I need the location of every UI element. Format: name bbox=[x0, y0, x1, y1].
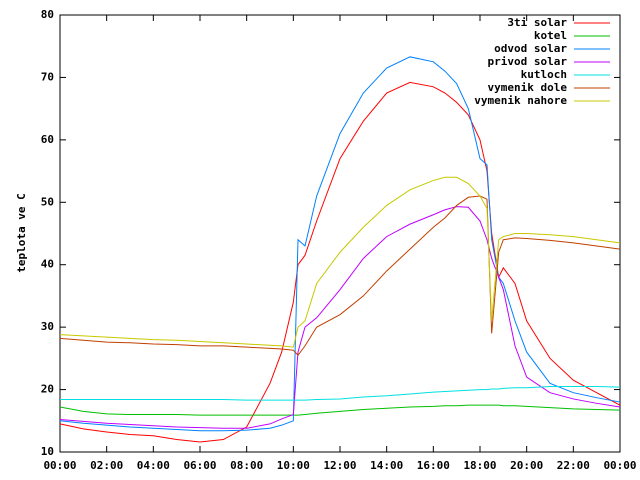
legend-label: kotel bbox=[534, 29, 567, 42]
y-tick-label: 10 bbox=[41, 445, 54, 458]
legend-label: privod solar bbox=[488, 55, 568, 68]
y-tick-label: 60 bbox=[41, 133, 54, 146]
data-line bbox=[59, 206, 621, 429]
data-line bbox=[59, 404, 621, 416]
data-line bbox=[59, 56, 621, 432]
x-tick-label: 10:00 bbox=[277, 459, 310, 472]
x-tick-label: 00:00 bbox=[43, 459, 76, 472]
x-tick-label: 12:00 bbox=[323, 459, 356, 472]
legend-label: odvod solar bbox=[494, 42, 567, 55]
x-tick-label: 22:00 bbox=[557, 459, 590, 472]
x-tick-label: 08:00 bbox=[230, 459, 263, 472]
legend-label: 3ti solar bbox=[507, 16, 567, 29]
y-tick-label: 80 bbox=[41, 8, 54, 21]
y-tick-label: 40 bbox=[41, 258, 54, 271]
y-axis-label: teplota ve C bbox=[15, 193, 28, 272]
data-line bbox=[60, 385, 621, 401]
y-tick-label: 30 bbox=[41, 320, 54, 333]
y-tick-label: 70 bbox=[41, 70, 54, 83]
y-tick-label: 50 bbox=[41, 195, 54, 208]
data-line bbox=[59, 81, 621, 443]
y-tick-label: 20 bbox=[41, 383, 54, 396]
x-tick-label: 04:00 bbox=[137, 459, 170, 472]
x-tick-label: 14:00 bbox=[370, 459, 403, 472]
data-line bbox=[59, 176, 621, 348]
x-tick-label: 06:00 bbox=[183, 459, 216, 472]
legend-label: vymenik nahore bbox=[474, 94, 567, 107]
data-line bbox=[59, 195, 621, 357]
x-tick-label: 20:00 bbox=[510, 459, 543, 472]
x-tick-label: 00:00 bbox=[603, 459, 636, 472]
legend-label: kutloch bbox=[521, 68, 567, 81]
x-tick-label: 02:00 bbox=[90, 459, 123, 472]
x-tick-label: 18:00 bbox=[463, 459, 496, 472]
x-tick-label: 16:00 bbox=[417, 459, 450, 472]
legend-label: vymenik dole bbox=[488, 81, 568, 94]
